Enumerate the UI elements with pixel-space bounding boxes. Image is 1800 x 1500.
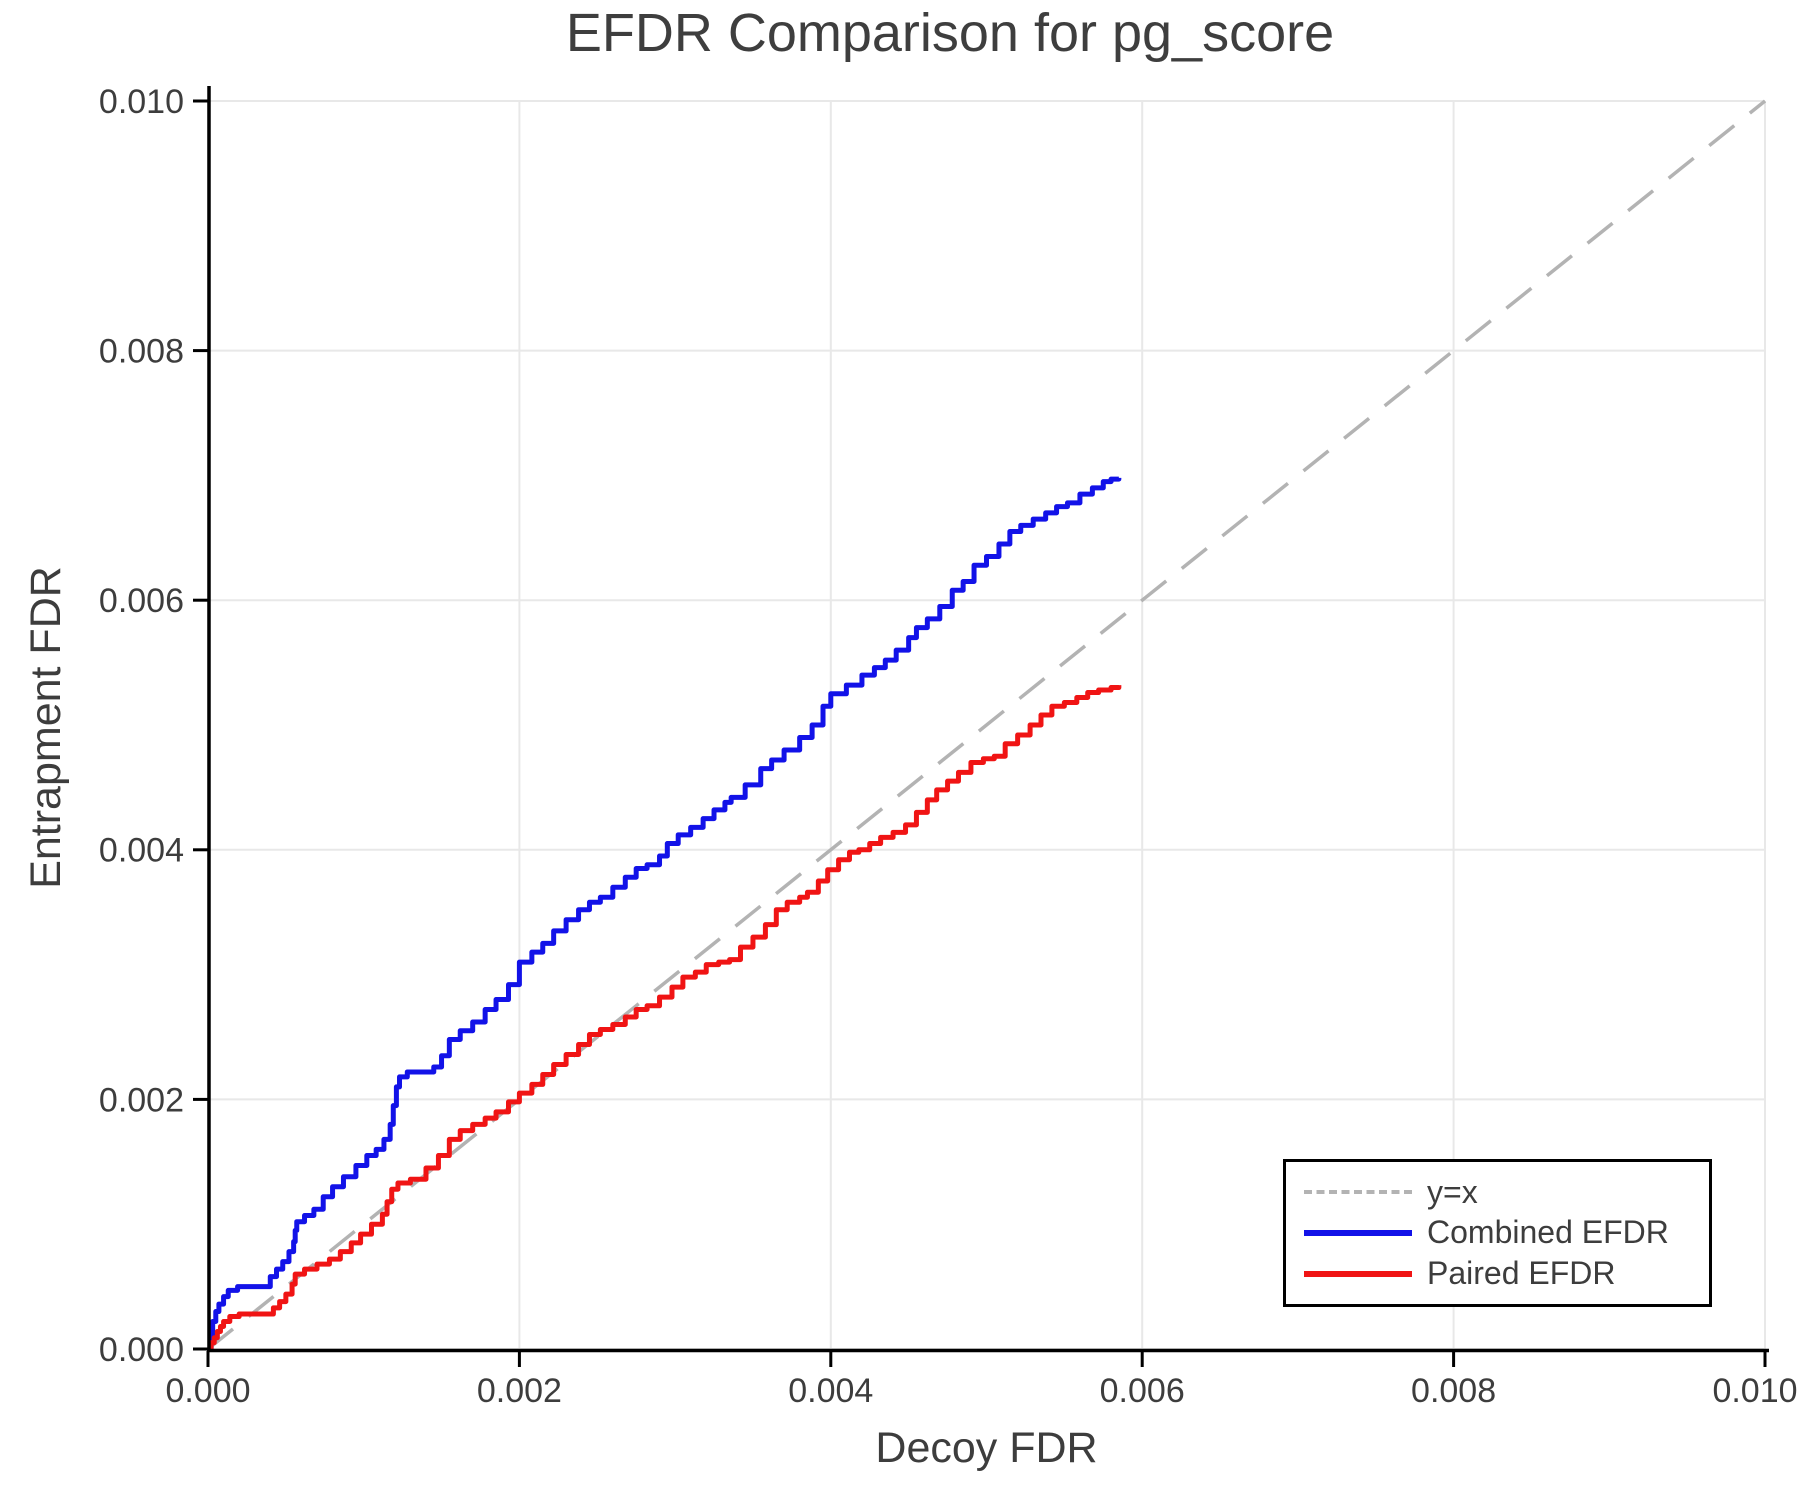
svg-text:0.004: 0.004 — [99, 832, 184, 870]
svg-text:0.008: 0.008 — [99, 333, 184, 371]
svg-text:0.002: 0.002 — [477, 1372, 562, 1410]
identity-line — [206, 99, 1767, 1351]
gridlines — [207, 100, 1766, 1350]
legend-line-sample-paired — [1304, 1270, 1412, 1277]
svg-text:0.010: 0.010 — [1712, 1372, 1797, 1410]
legend-item-identity: y=x — [1304, 1173, 1709, 1210]
svg-text:0.004: 0.004 — [788, 1372, 873, 1410]
legend-item-paired: Paired EFDR — [1304, 1254, 1709, 1291]
legend-line-sample-identity — [1304, 1190, 1412, 1195]
page-title: EFDR Comparison for pg_score — [565, 3, 1335, 63]
legend-line-sample-combined — [1304, 1230, 1412, 1236]
svg-text:0.006: 0.006 — [99, 582, 184, 620]
legend-label-combined: Combined EFDR — [1427, 1214, 1669, 1251]
svg-text:0.000: 0.000 — [165, 1372, 250, 1410]
svg-text:0.002: 0.002 — [99, 1081, 184, 1119]
y-tick-labels: 0.000 0.002 0.004 0.006 0.008 0.010 — [99, 83, 184, 1369]
svg-text:0.006: 0.006 — [1100, 1372, 1185, 1410]
legend-label-paired: Paired EFDR — [1427, 1254, 1616, 1291]
svg-text:0.010: 0.010 — [99, 83, 184, 121]
series-paired-efdr — [208, 685, 1122, 1352]
x-tick-labels: 0.000 0.002 0.004 0.006 0.008 0.010 — [165, 1372, 1797, 1410]
legend: y=x Combined EFDR Paired EFDR — [1283, 1159, 1712, 1307]
axis-spines — [207, 86, 1769, 1353]
svg-text:0.008: 0.008 — [1411, 1372, 1496, 1410]
series-combined-efdr — [208, 476, 1122, 1352]
x-axis-label: Decoy FDR — [875, 1424, 1098, 1472]
legend-item-combined: Combined EFDR — [1304, 1216, 1709, 1250]
svg-text:0.000: 0.000 — [99, 1331, 184, 1369]
legend-label-identity: y=x — [1427, 1173, 1478, 1210]
axis-tick-marks — [193, 99, 1767, 1367]
